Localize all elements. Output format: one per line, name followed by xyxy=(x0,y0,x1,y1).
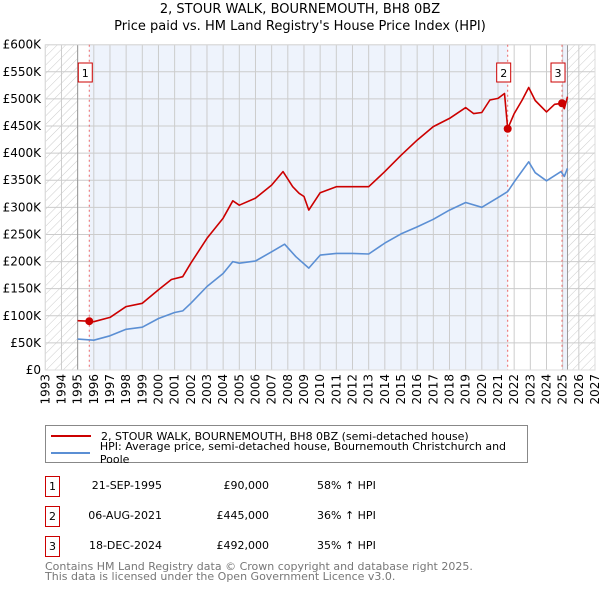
legend-item-property: 2, STOUR WALK, BOURNEMOUTH, BH8 0BZ (sem… xyxy=(46,428,469,444)
x-tick-label: 1994 xyxy=(54,374,68,405)
x-tick-label: 2008 xyxy=(281,374,295,405)
x-tick-label: 2019 xyxy=(459,374,473,405)
sale-price: £492,000 xyxy=(216,539,270,552)
chart-title: 2, STOUR WALK, BOURNEMOUTH, BH8 0BZ xyxy=(159,2,441,17)
x-tick-label: 2022 xyxy=(507,374,521,405)
hpi-line xyxy=(77,161,569,341)
legend-label: 2, STOUR WALK, BOURNEMOUTH, BH8 0BZ (sem… xyxy=(101,429,469,443)
x-tick-label: 2005 xyxy=(232,374,246,405)
sale-number-badge: 2 xyxy=(45,506,60,527)
x-tick-label: 1997 xyxy=(103,374,117,405)
x-tick-label: 2007 xyxy=(265,374,279,405)
legend: 2, STOUR WALK, BOURNEMOUTH, BH8 0BZ (sem… xyxy=(45,425,528,466)
x-tick-label: 2021 xyxy=(491,374,505,405)
legend-label: HPI: Average price, semi-detached house,… xyxy=(99,440,507,466)
x-tick-label: 2025 xyxy=(556,374,570,405)
property-price-line xyxy=(77,86,569,323)
sale-price: £445,000 xyxy=(216,509,270,522)
table-row: 2 06-AUG-2021 £445,000 36% ↑ HPI xyxy=(45,506,545,527)
x-tick-label: 2006 xyxy=(248,374,262,405)
y-tick-label: £450K xyxy=(3,119,43,133)
table-row: 3 18-DEC-2024 £492,000 35% ↑ HPI xyxy=(45,536,545,557)
y-tick-label: £550K xyxy=(3,65,43,79)
sale-hpi-diff: 36% ↑ HPI xyxy=(317,509,376,522)
legend-swatch-blue xyxy=(51,452,90,454)
legend-swatch-red xyxy=(51,435,91,437)
sale-hpi-diff: 58% ↑ HPI xyxy=(317,479,376,492)
y-tick-label: £50K xyxy=(10,336,42,350)
x-tick-label: 2024 xyxy=(539,374,553,405)
x-tick-label: 1993 xyxy=(38,374,52,405)
x-tick-label: 2016 xyxy=(410,374,424,405)
table-row: 1 21-SEP-1995 £90,000 58% ↑ HPI xyxy=(45,476,545,497)
sale-label-box xyxy=(496,62,512,83)
sale-price: £90,000 xyxy=(223,479,270,492)
x-tick-label: 2014 xyxy=(378,374,392,405)
x-tick-label: 2001 xyxy=(168,374,182,405)
legend-item-hpi: HPI: Average price, semi-detached house,… xyxy=(46,440,527,466)
y-tick-label: £0 xyxy=(26,363,41,377)
y-tick-label: £200K xyxy=(3,255,43,269)
chart-subtitle: Price paid vs. HM Land Registry's House … xyxy=(114,19,486,34)
x-tick-label: 1995 xyxy=(71,374,85,405)
x-tick-label: 2012 xyxy=(345,374,359,405)
sale-label-box xyxy=(77,62,93,83)
sale-date: 21-SEP-1995 xyxy=(91,479,162,492)
x-tick-label: 2015 xyxy=(394,374,408,405)
sale-point xyxy=(503,124,512,133)
footer-licence: This data is licensed under the Open Gov… xyxy=(45,570,396,583)
sale-number-badge: 3 xyxy=(45,536,60,557)
x-tick-label: 1999 xyxy=(135,374,149,405)
x-tick-label: 2011 xyxy=(329,374,343,405)
x-tick-label: 1998 xyxy=(119,374,133,405)
y-tick-label: £150K xyxy=(3,282,43,296)
x-tick-label: 2020 xyxy=(475,374,489,405)
sale-point xyxy=(558,99,567,108)
y-tick-label: £300K xyxy=(3,200,43,214)
y-tick-label: £600K xyxy=(3,38,43,52)
sale-point xyxy=(85,317,94,326)
sale-label: 2 xyxy=(500,67,507,80)
x-tick-label: 2000 xyxy=(151,374,165,405)
sale-date: 18-DEC-2024 xyxy=(88,539,162,552)
x-tick-label: 2026 xyxy=(572,374,586,405)
sale-date: 06-AUG-2021 xyxy=(88,509,162,522)
price-chart: £0 £50K £100K £150K £200K £250K £300K £350K £400… xyxy=(3,38,600,405)
y-tick-label: £250K xyxy=(3,227,43,241)
y-tick-label: £400K xyxy=(3,146,43,160)
plot-border xyxy=(44,44,596,371)
y-tick-label: £100K xyxy=(3,309,43,323)
sale-number-badge: 1 xyxy=(45,476,60,497)
x-tick-label: 2010 xyxy=(313,374,327,405)
x-tick-label: 1996 xyxy=(87,374,101,405)
x-tick-label: 2013 xyxy=(362,374,376,405)
x-tick-label: 2017 xyxy=(426,374,440,405)
sale-label: 1 xyxy=(82,67,89,80)
x-tick-label: 2027 xyxy=(588,374,600,405)
x-tick-label: 2003 xyxy=(200,374,214,405)
y-tick-label: £500K xyxy=(3,92,43,106)
sale-label: 3 xyxy=(555,67,562,80)
y-tick-label: £350K xyxy=(3,173,43,187)
sale-hpi-diff: 35% ↑ HPI xyxy=(317,539,376,552)
x-tick-label: 2018 xyxy=(442,374,456,405)
x-tick-label: 2002 xyxy=(184,374,198,405)
sale-label-box xyxy=(550,62,566,83)
x-tick-label: 2023 xyxy=(523,374,537,405)
footer-copyright: Contains HM Land Registry data © Crown c… xyxy=(45,560,473,573)
x-tick-label: 2009 xyxy=(297,374,311,405)
x-tick-label: 2004 xyxy=(216,374,230,405)
